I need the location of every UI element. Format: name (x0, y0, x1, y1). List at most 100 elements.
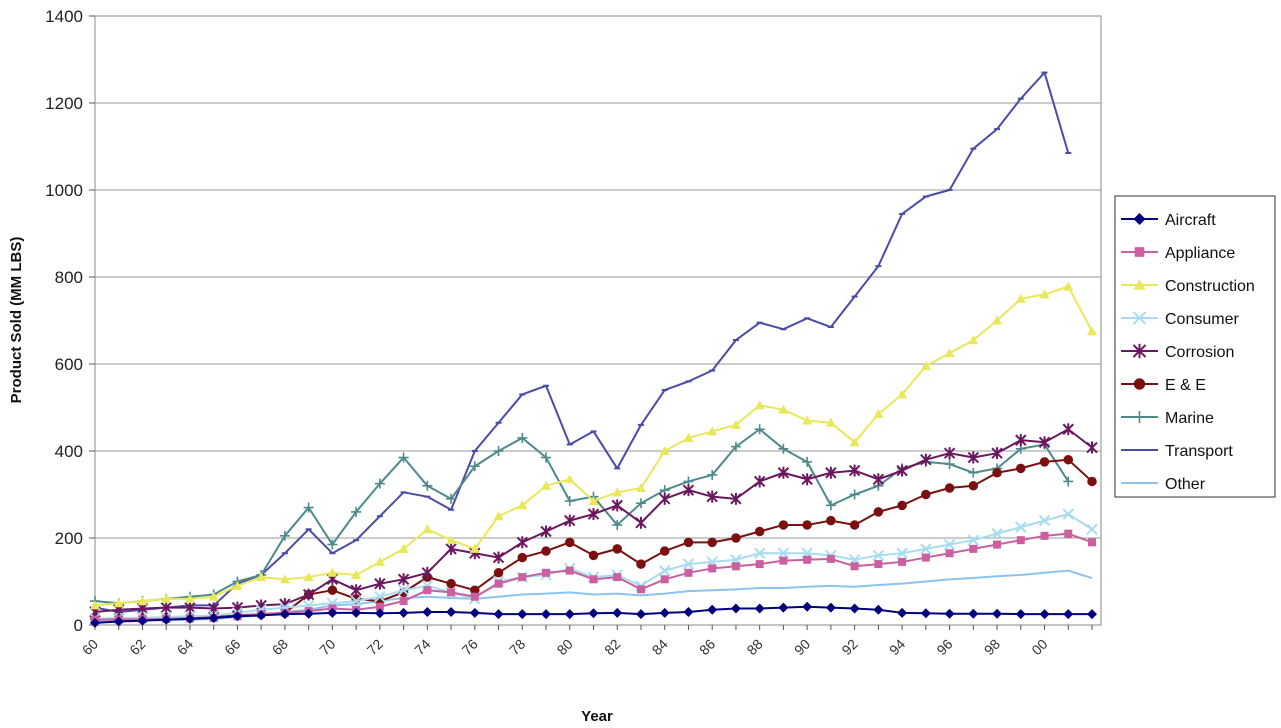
x-tick-label: 60 (79, 636, 101, 658)
series-aircraft (90, 601, 1097, 628)
data-point (542, 568, 551, 577)
data-point (541, 452, 552, 463)
legend-label: E & E (1165, 377, 1206, 394)
data-point (754, 424, 765, 435)
data-point (660, 575, 669, 584)
data-point (682, 558, 695, 570)
data-point (232, 611, 243, 622)
data-point (684, 568, 693, 577)
legend-item-construction: Construction (1121, 278, 1255, 295)
x-tick-label: 90 (791, 636, 813, 658)
data-point (1039, 457, 1050, 467)
data-point (1087, 476, 1097, 487)
data-point (944, 483, 955, 493)
data-point (541, 480, 552, 490)
data-point (969, 544, 978, 553)
data-point (447, 588, 456, 597)
data-point (967, 451, 980, 464)
data-point (802, 456, 813, 467)
data-point (232, 580, 243, 590)
data-point (1015, 434, 1027, 447)
data-point (754, 400, 765, 410)
data-point (872, 549, 885, 562)
data-point (589, 575, 598, 584)
data-point (778, 404, 789, 414)
data-point (777, 547, 790, 559)
data-point (611, 499, 623, 512)
data-point (351, 607, 362, 618)
data-point (920, 608, 931, 619)
data-point (161, 614, 172, 625)
data-point (1063, 609, 1074, 620)
data-point (802, 520, 812, 530)
data-point (944, 348, 955, 358)
data-point (587, 508, 600, 521)
data-point (327, 607, 338, 618)
data-point (184, 613, 195, 624)
data-point (993, 540, 1002, 549)
data-point (755, 560, 764, 569)
legend-item-other: Other (1121, 476, 1206, 493)
data-point (350, 595, 362, 607)
data-point (707, 537, 717, 548)
data-point (518, 573, 527, 582)
y-tick-label: 1000 (45, 181, 83, 200)
data-point (920, 543, 932, 555)
x-tick-label: 94 (886, 636, 908, 658)
x-axis-ticks: 60 62 64 66 68 70 72 74 76 78 80 82 84 86 88 90 92 94 96 98… (79, 625, 1093, 658)
legend-box (1114, 195, 1276, 498)
legend-label: Other (1165, 476, 1206, 493)
data-point (184, 593, 195, 603)
data-point (1040, 531, 1049, 540)
data-point (1063, 476, 1074, 487)
data-point (1038, 514, 1051, 527)
x-tick-label: 66 (221, 636, 243, 658)
data-point (683, 432, 694, 442)
data-point (494, 579, 503, 588)
data-point (921, 489, 931, 500)
data-point (90, 617, 100, 628)
data-point (279, 609, 290, 620)
legend-item-appliance: Appliance (1121, 245, 1235, 262)
data-point (279, 530, 290, 541)
data-point (137, 615, 148, 626)
data-point (1086, 523, 1098, 536)
gridlines (95, 102, 1101, 539)
data-point (184, 601, 196, 614)
y-tick-label: 1200 (45, 94, 83, 113)
data-point (1133, 378, 1146, 390)
data-point (1088, 538, 1096, 547)
data-point (399, 597, 408, 606)
data-point (303, 572, 314, 582)
data-point (848, 464, 861, 477)
data-point (1063, 454, 1074, 465)
data-point (469, 543, 480, 553)
data-point (683, 606, 694, 617)
data-point (564, 496, 575, 507)
data-point (754, 603, 765, 614)
data-point (659, 564, 671, 577)
x-tick-label: 68 (269, 636, 291, 658)
data-point (897, 389, 908, 399)
data-point (1062, 423, 1074, 436)
data-point (517, 609, 528, 620)
data-point (327, 585, 338, 595)
data-point (873, 409, 884, 419)
data-point (398, 543, 409, 553)
x-tick-label: 96 (933, 636, 955, 658)
data-point (588, 496, 599, 506)
data-point (659, 446, 670, 455)
data-point (493, 568, 504, 578)
data-point (374, 556, 385, 566)
data-point (659, 607, 670, 618)
data-point (302, 588, 315, 601)
data-point (1039, 609, 1050, 620)
data-point (708, 564, 717, 573)
data-point (778, 520, 789, 530)
data-point (446, 606, 457, 617)
legend-label: Aircraft (1165, 212, 1216, 229)
data-point (778, 602, 789, 613)
data-point (612, 544, 622, 554)
data-point (446, 578, 456, 589)
data-point (137, 596, 148, 606)
